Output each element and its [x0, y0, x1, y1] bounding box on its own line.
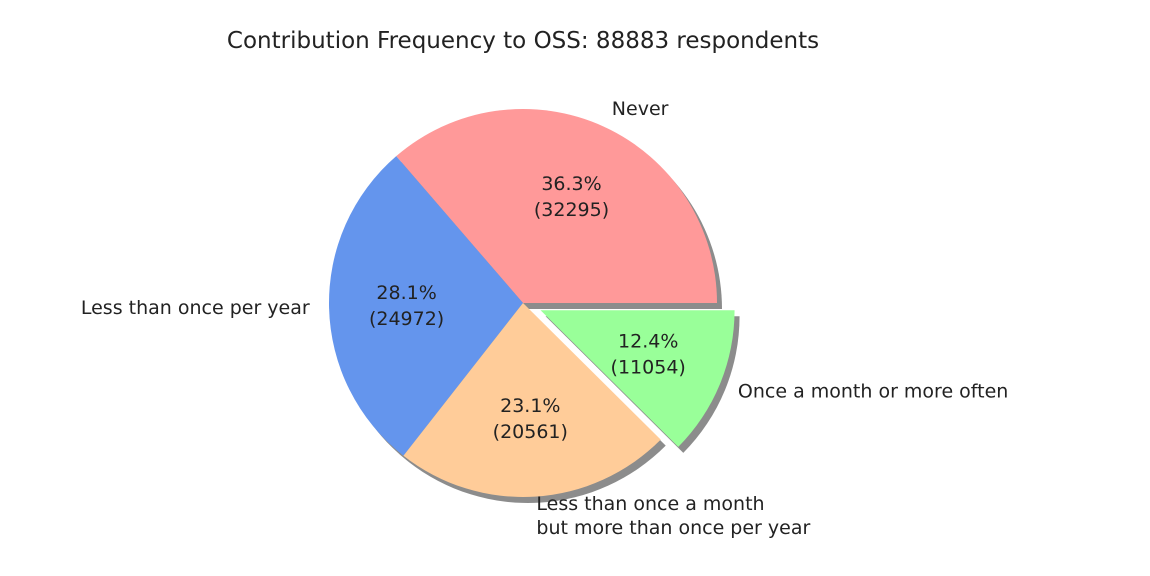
slice-category-label-once-a-month-or-more-often: Once a month or more often	[738, 381, 1008, 403]
slice-less-than-once-per-year	[328, 156, 523, 456]
slice-value-label-less-than-once-per-year: 28.1% (24972)	[369, 282, 444, 330]
slice-value-label-less-than-once-a-month-but-more-than-once-per-year: 23.1% (20561)	[493, 395, 568, 443]
slice-once-a-month-or-more-often	[540, 310, 735, 447]
slice-category-label-never: Never	[612, 98, 669, 120]
slice-value-label-once-a-month-or-more-often: 12.4% (11054)	[611, 331, 686, 379]
chart-title: Contribution Frequency to OSS: 88883 res…	[227, 28, 819, 54]
slice-category-label-less-than-once-per-year: Less than once per year	[81, 297, 310, 319]
slice-never	[396, 108, 717, 304]
pie-slices	[328, 108, 735, 497]
pie-labels: 36.3% (32295) Never 28.1% (24972) Less than o…	[81, 98, 1008, 539]
slice-category-label-less-than-once-a-month-but-more-than-once-per-year: Less than once a month but more than once…	[536, 493, 810, 539]
slice-value-label-never: 36.3% (32295)	[534, 173, 609, 221]
slice-less-than-once-a-month-but-more-than-once-per-year	[403, 303, 661, 497]
